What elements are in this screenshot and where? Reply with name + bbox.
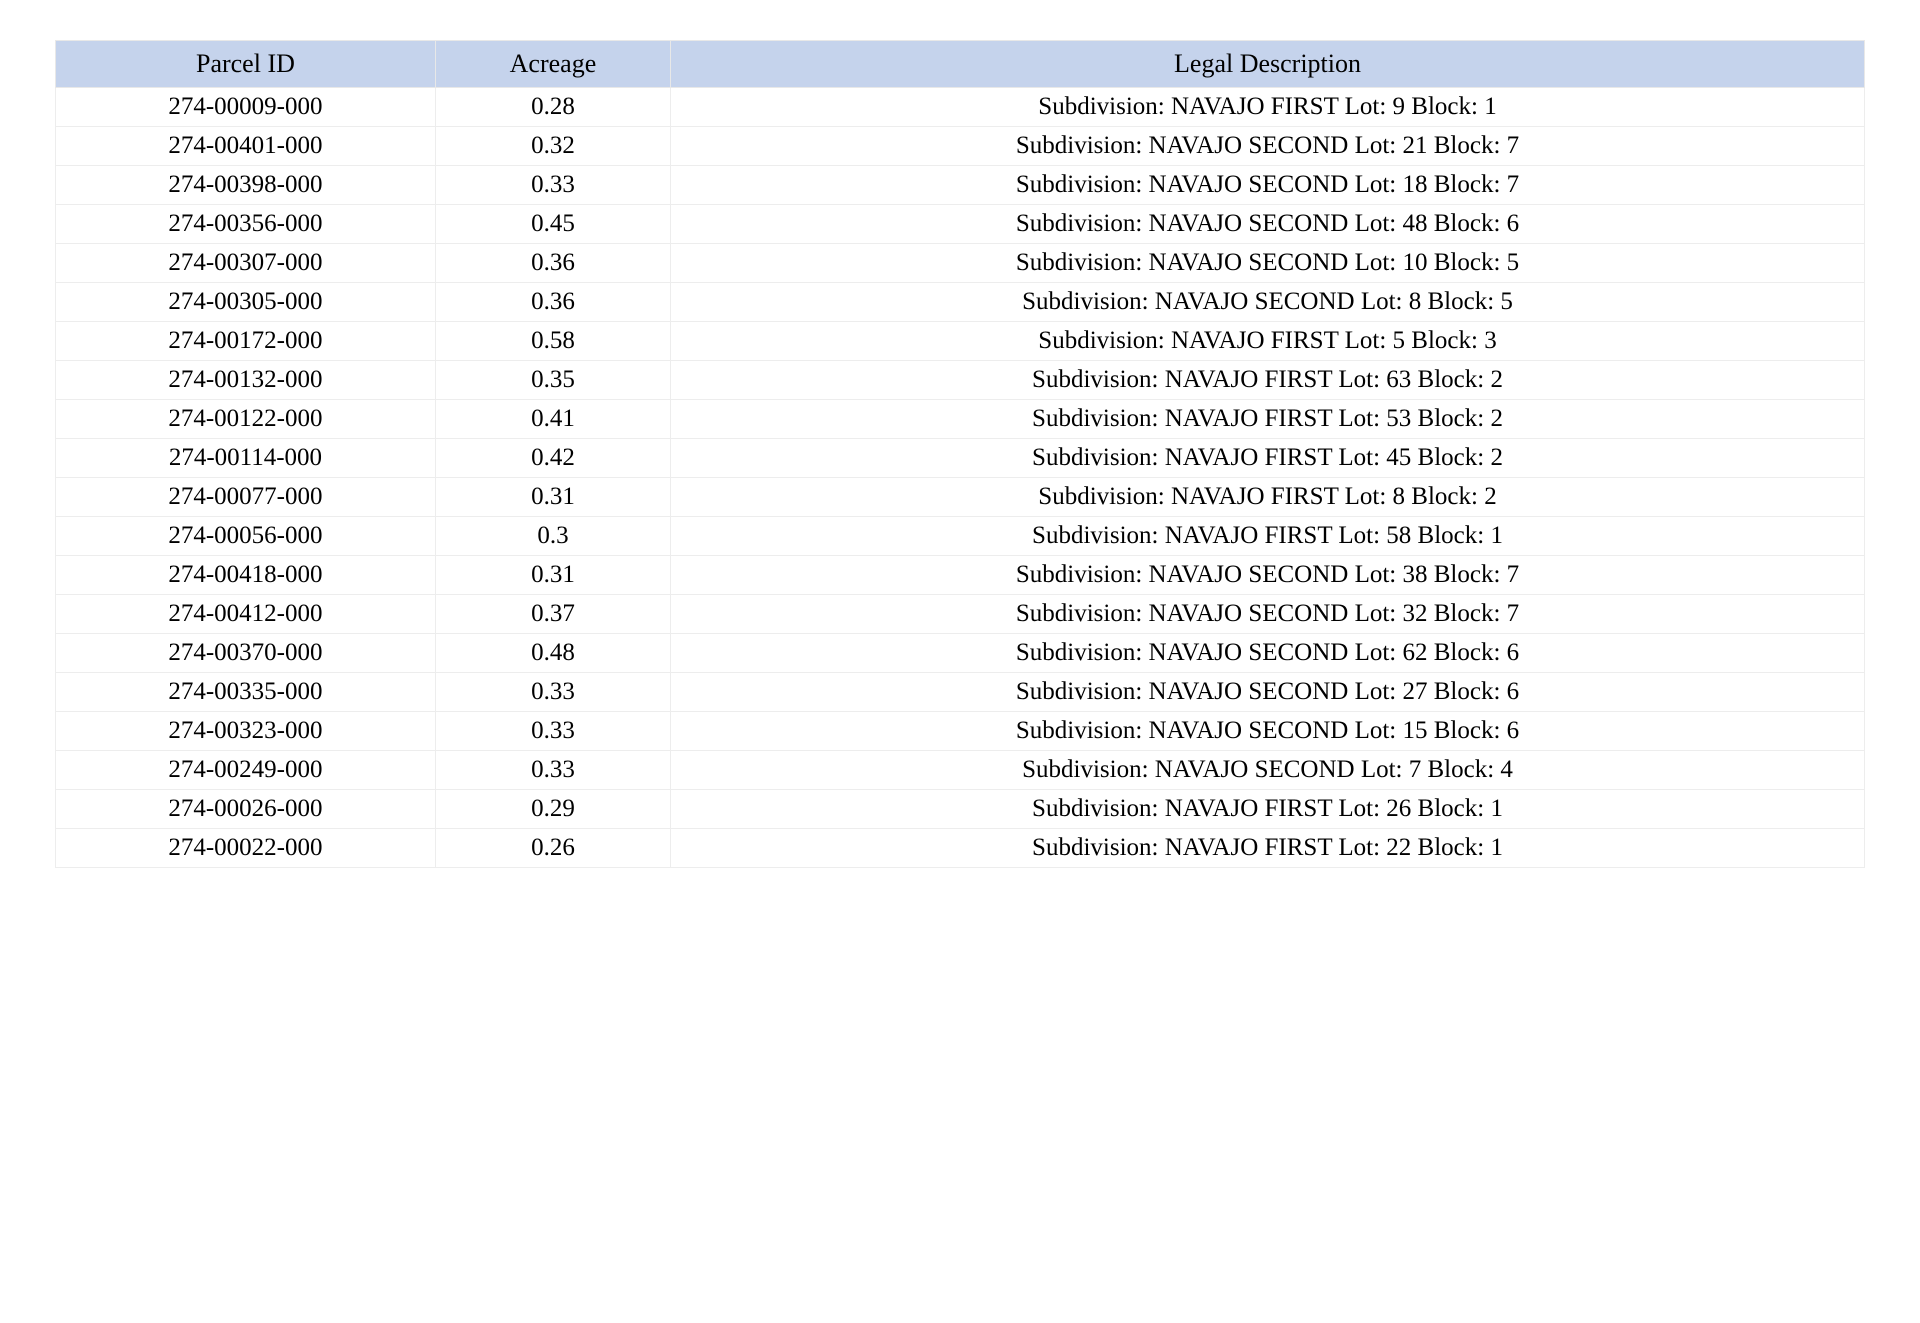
cell-legal-description: Subdivision: NAVAJO FIRST Lot: 53 Block:… (671, 400, 1865, 439)
cell-acreage: 0.28 (435, 88, 670, 127)
cell-acreage: 0.37 (435, 595, 670, 634)
cell-legal-description: Subdivision: NAVAJO SECOND Lot: 21 Block… (671, 127, 1865, 166)
cell-parcel-id: 274-00418-000 (56, 556, 436, 595)
cell-parcel-id: 274-00356-000 (56, 205, 436, 244)
cell-acreage: 0.33 (435, 673, 670, 712)
table-row: 274-00022-0000.26Subdivision: NAVAJO FIR… (56, 829, 1865, 868)
table-row: 274-00114-0000.42Subdivision: NAVAJO FIR… (56, 439, 1865, 478)
cell-parcel-id: 274-00323-000 (56, 712, 436, 751)
col-header-parcel-id: Parcel ID (56, 41, 436, 88)
table-row: 274-00122-0000.41Subdivision: NAVAJO FIR… (56, 400, 1865, 439)
table-row: 274-00249-0000.33Subdivision: NAVAJO SEC… (56, 751, 1865, 790)
col-header-acreage: Acreage (435, 41, 670, 88)
cell-acreage: 0.33 (435, 751, 670, 790)
cell-acreage: 0.29 (435, 790, 670, 829)
table-row: 274-00335-0000.33Subdivision: NAVAJO SEC… (56, 673, 1865, 712)
cell-acreage: 0.36 (435, 283, 670, 322)
cell-acreage: 0.33 (435, 166, 670, 205)
table-row: 274-00418-0000.31Subdivision: NAVAJO SEC… (56, 556, 1865, 595)
cell-parcel-id: 274-00335-000 (56, 673, 436, 712)
cell-parcel-id: 274-00249-000 (56, 751, 436, 790)
cell-legal-description: Subdivision: NAVAJO SECOND Lot: 18 Block… (671, 166, 1865, 205)
cell-acreage: 0.36 (435, 244, 670, 283)
cell-acreage: 0.58 (435, 322, 670, 361)
cell-legal-description: Subdivision: NAVAJO FIRST Lot: 9 Block: … (671, 88, 1865, 127)
cell-parcel-id: 274-00172-000 (56, 322, 436, 361)
cell-acreage: 0.48 (435, 634, 670, 673)
table-row: 274-00026-0000.29Subdivision: NAVAJO FIR… (56, 790, 1865, 829)
table-row: 274-00077-0000.31Subdivision: NAVAJO FIR… (56, 478, 1865, 517)
cell-parcel-id: 274-00412-000 (56, 595, 436, 634)
table-row: 274-00132-0000.35Subdivision: NAVAJO FIR… (56, 361, 1865, 400)
cell-parcel-id: 274-00370-000 (56, 634, 436, 673)
cell-parcel-id: 274-00305-000 (56, 283, 436, 322)
table-row: 274-00401-0000.32Subdivision: NAVAJO SEC… (56, 127, 1865, 166)
cell-legal-description: Subdivision: NAVAJO FIRST Lot: 63 Block:… (671, 361, 1865, 400)
cell-parcel-id: 274-00114-000 (56, 439, 436, 478)
cell-legal-description: Subdivision: NAVAJO SECOND Lot: 62 Block… (671, 634, 1865, 673)
cell-legal-description: Subdivision: NAVAJO FIRST Lot: 5 Block: … (671, 322, 1865, 361)
table-row: 274-00323-0000.33Subdivision: NAVAJO SEC… (56, 712, 1865, 751)
cell-acreage: 0.42 (435, 439, 670, 478)
cell-legal-description: Subdivision: NAVAJO SECOND Lot: 7 Block:… (671, 751, 1865, 790)
cell-parcel-id: 274-00026-000 (56, 790, 436, 829)
cell-legal-description: Subdivision: NAVAJO FIRST Lot: 58 Block:… (671, 517, 1865, 556)
cell-legal-description: Subdivision: NAVAJO FIRST Lot: 8 Block: … (671, 478, 1865, 517)
cell-legal-description: Subdivision: NAVAJO FIRST Lot: 45 Block:… (671, 439, 1865, 478)
cell-legal-description: Subdivision: NAVAJO SECOND Lot: 48 Block… (671, 205, 1865, 244)
parcel-table: Parcel ID Acreage Legal Description 274-… (55, 40, 1865, 868)
cell-legal-description: Subdivision: NAVAJO FIRST Lot: 26 Block:… (671, 790, 1865, 829)
cell-acreage: 0.45 (435, 205, 670, 244)
cell-acreage: 0.31 (435, 478, 670, 517)
table-row: 274-00398-0000.33Subdivision: NAVAJO SEC… (56, 166, 1865, 205)
table-row: 274-00412-0000.37Subdivision: NAVAJO SEC… (56, 595, 1865, 634)
table-row: 274-00305-0000.36Subdivision: NAVAJO SEC… (56, 283, 1865, 322)
cell-parcel-id: 274-00132-000 (56, 361, 436, 400)
cell-acreage: 0.41 (435, 400, 670, 439)
table-row: 274-00307-0000.36Subdivision: NAVAJO SEC… (56, 244, 1865, 283)
table-row: 274-00172-0000.58Subdivision: NAVAJO FIR… (56, 322, 1865, 361)
cell-legal-description: Subdivision: NAVAJO SECOND Lot: 27 Block… (671, 673, 1865, 712)
cell-acreage: 0.31 (435, 556, 670, 595)
col-header-legal-description: Legal Description (671, 41, 1865, 88)
table-row: 274-00009-0000.28Subdivision: NAVAJO FIR… (56, 88, 1865, 127)
cell-parcel-id: 274-00307-000 (56, 244, 436, 283)
cell-parcel-id: 274-00398-000 (56, 166, 436, 205)
cell-parcel-id: 274-00056-000 (56, 517, 436, 556)
cell-legal-description: Subdivision: NAVAJO SECOND Lot: 10 Block… (671, 244, 1865, 283)
table-row: 274-00056-0000.3Subdivision: NAVAJO FIRS… (56, 517, 1865, 556)
cell-acreage: 0.33 (435, 712, 670, 751)
table-row: 274-00370-0000.48Subdivision: NAVAJO SEC… (56, 634, 1865, 673)
cell-legal-description: Subdivision: NAVAJO SECOND Lot: 32 Block… (671, 595, 1865, 634)
cell-parcel-id: 274-00122-000 (56, 400, 436, 439)
table-body: 274-00009-0000.28Subdivision: NAVAJO FIR… (56, 88, 1865, 868)
table-header-row: Parcel ID Acreage Legal Description (56, 41, 1865, 88)
cell-legal-description: Subdivision: NAVAJO SECOND Lot: 15 Block… (671, 712, 1865, 751)
cell-legal-description: Subdivision: NAVAJO FIRST Lot: 22 Block:… (671, 829, 1865, 868)
cell-parcel-id: 274-00401-000 (56, 127, 436, 166)
table-header: Parcel ID Acreage Legal Description (56, 41, 1865, 88)
cell-acreage: 0.26 (435, 829, 670, 868)
cell-parcel-id: 274-00022-000 (56, 829, 436, 868)
cell-acreage: 0.3 (435, 517, 670, 556)
table-row: 274-00356-0000.45Subdivision: NAVAJO SEC… (56, 205, 1865, 244)
cell-acreage: 0.32 (435, 127, 670, 166)
cell-parcel-id: 274-00009-000 (56, 88, 436, 127)
cell-acreage: 0.35 (435, 361, 670, 400)
cell-parcel-id: 274-00077-000 (56, 478, 436, 517)
cell-legal-description: Subdivision: NAVAJO SECOND Lot: 8 Block:… (671, 283, 1865, 322)
cell-legal-description: Subdivision: NAVAJO SECOND Lot: 38 Block… (671, 556, 1865, 595)
